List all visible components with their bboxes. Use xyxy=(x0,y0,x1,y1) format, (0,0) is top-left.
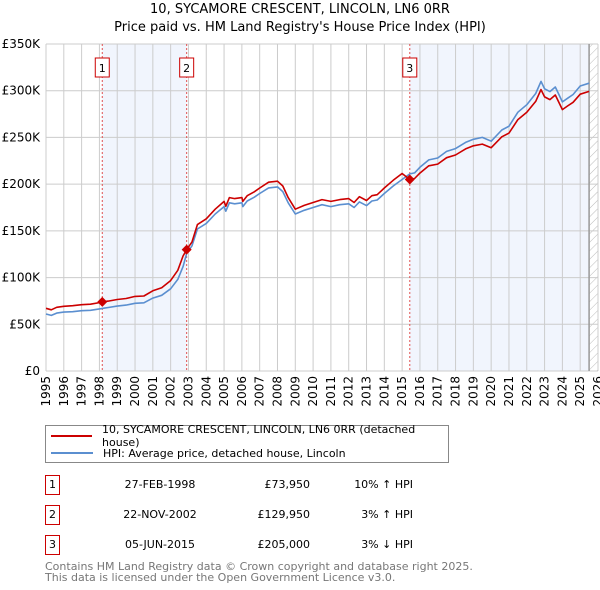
forecast-hatch xyxy=(589,44,598,371)
sale-badge: 1 xyxy=(45,475,60,495)
sale-price: £73,950 xyxy=(264,478,311,491)
x-tick-label: 2018 xyxy=(449,376,463,407)
y-tick-label: £300K xyxy=(2,84,42,98)
sale-row: 1 27-FEB-1998 £73,950 10% ↑ HPI xyxy=(45,475,465,497)
x-tick-label: 2000 xyxy=(128,376,142,407)
sale-row: 2 22-NOV-2002 £129,950 3% ↑ HPI xyxy=(45,505,465,527)
x-tick-label: 2012 xyxy=(342,376,356,407)
sale-point xyxy=(404,174,415,185)
sale-point xyxy=(97,296,108,307)
x-tick-label: 2005 xyxy=(217,376,231,407)
sale-label: 3 xyxy=(406,62,413,75)
x-tick-label: 2001 xyxy=(146,376,160,407)
sale-label-box xyxy=(94,57,110,78)
legend-item-property: 10, SYCAMORE CRESCENT, LINCOLN, LN6 0RR … xyxy=(51,423,448,449)
hpi-line xyxy=(45,80,590,317)
footer-licence: This data is licensed under the Open Gov… xyxy=(45,571,396,584)
legend-swatch-blue xyxy=(51,452,93,454)
x-tick-label: 2023 xyxy=(538,376,552,407)
footer-copyright: Contains HM Land Registry data © Crown c… xyxy=(45,560,473,573)
sale-price: £129,950 xyxy=(257,508,311,521)
x-tick-label: 2020 xyxy=(484,376,498,407)
sale-date: 27-FEB-1998 xyxy=(124,478,196,491)
y-tick-label: £150K xyxy=(2,224,42,238)
x-tick-label: 2019 xyxy=(466,376,480,407)
sale-hpi: 3% ↑ HPI xyxy=(361,508,413,521)
x-tick-label: 2026 xyxy=(591,376,600,407)
x-tick-label: 2016 xyxy=(413,376,427,407)
x-tick-label: 1997 xyxy=(75,376,89,407)
y-tick-label: £350K xyxy=(2,37,42,51)
sale-price: £205,000 xyxy=(257,538,311,551)
sale-date: 22-NOV-2002 xyxy=(123,508,197,521)
x-tick-label: 2014 xyxy=(377,376,391,407)
legend-swatch-red xyxy=(51,435,93,437)
y-tick-label: £50K xyxy=(9,317,41,331)
legend: 10, SYCAMORE CRESCENT, LINCOLN, LN6 0RR … xyxy=(45,423,449,463)
y-tick-label: £200K xyxy=(2,177,42,191)
chart-subtitle: Price paid vs. HM Land Registry's House … xyxy=(114,20,486,35)
x-tick-label: 2006 xyxy=(235,376,249,407)
x-tick-label: 2011 xyxy=(324,376,338,407)
x-tick-label: 2017 xyxy=(431,376,445,407)
sale-label: 1 xyxy=(99,62,106,75)
x-tick-label: 2022 xyxy=(520,376,534,407)
x-tick-label: 2024 xyxy=(555,376,569,407)
price-paid-line xyxy=(45,88,590,311)
sale-label: 2 xyxy=(183,62,190,75)
sale-row: 3 05-JUN-2015 £205,000 3% ↓ HPI xyxy=(45,535,465,557)
x-tick-label: 2021 xyxy=(502,376,516,407)
x-tick-label: 1995 xyxy=(39,376,53,407)
x-tick-label: 1999 xyxy=(110,376,124,407)
x-tick-label: 2025 xyxy=(573,376,587,407)
x-tick-label: 1996 xyxy=(57,376,71,407)
sale-hpi: 10% ↑ HPI xyxy=(354,478,413,491)
x-tick-label: 2002 xyxy=(164,376,178,407)
sale-badge: 2 xyxy=(45,505,60,525)
x-tick-label: 2010 xyxy=(306,376,320,407)
x-tick-label: 2013 xyxy=(360,376,374,407)
y-tick-label: £100K xyxy=(2,271,42,285)
shaded-period-3-now xyxy=(409,44,590,371)
sale-label-box xyxy=(402,57,418,78)
y-tick-label: £0 xyxy=(25,364,40,378)
legend-label: 10, SYCAMORE CRESCENT, LINCOLN, LN6 0RR … xyxy=(102,423,416,449)
x-tick-label: 2015 xyxy=(395,376,409,407)
x-tick-label: 2007 xyxy=(253,376,267,407)
x-tick-label: 2004 xyxy=(199,376,213,407)
sale-hpi: 3% ↓ HPI xyxy=(361,538,413,551)
x-tick-label: 1998 xyxy=(92,376,106,407)
x-tick-label: 2009 xyxy=(288,376,302,407)
x-tick-label: 2003 xyxy=(181,376,195,407)
sale-badge: 3 xyxy=(45,535,60,555)
plot-area: 1995 1996 1997 1998 1999 2000 2001 2002 2003 2004… xyxy=(2,37,600,407)
chart-title: 10, SYCAMORE CRESCENT, LINCOLN, LN6 0RR xyxy=(150,2,450,17)
sale-label-box xyxy=(179,57,195,78)
sale-date: 05-JUN-2015 xyxy=(124,538,196,551)
sale-point xyxy=(181,244,192,255)
legend-item-hpi: HPI: Average price, detached house, Linc… xyxy=(51,445,346,461)
legend-label: HPI: Average price, detached house, Linc… xyxy=(103,446,346,460)
x-tick-label: 2008 xyxy=(270,376,284,407)
shaded-period-1-2 xyxy=(102,44,187,371)
y-tick-label: £250K xyxy=(2,130,42,144)
